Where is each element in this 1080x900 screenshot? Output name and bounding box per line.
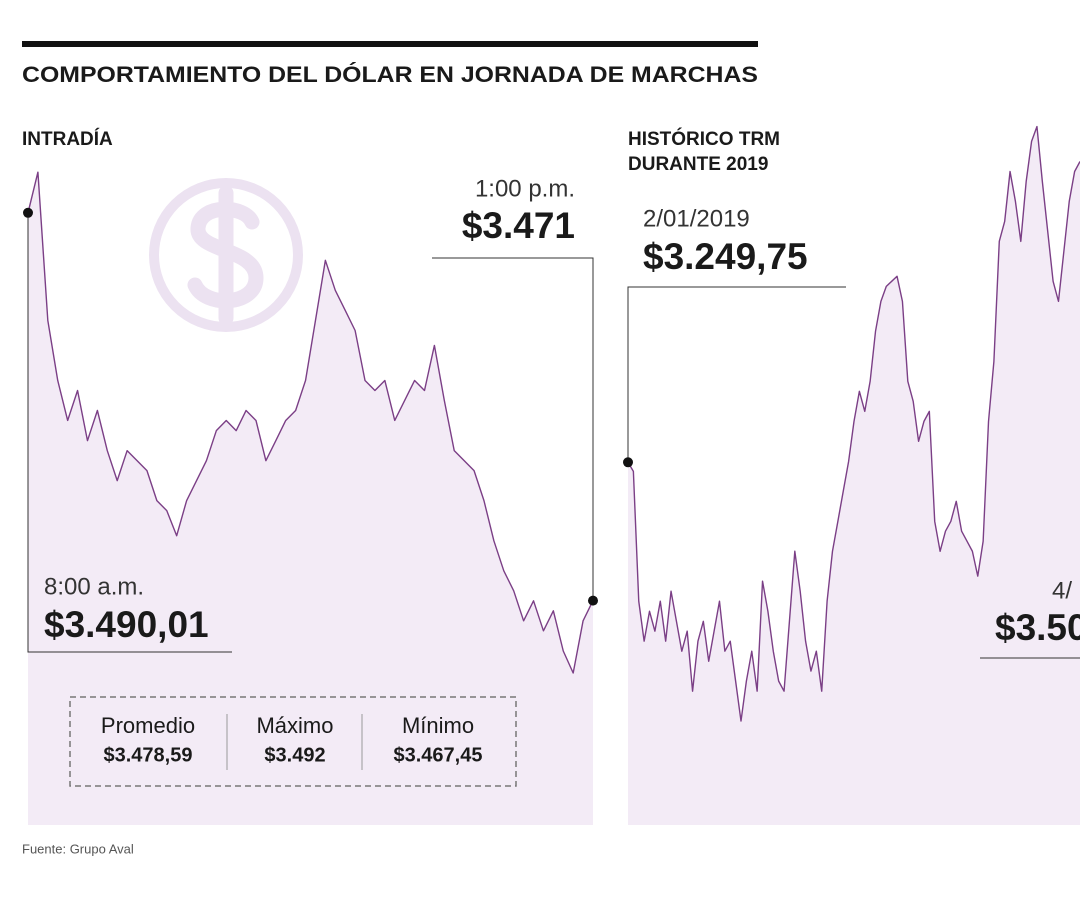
- annotation-label: 8:00 a.m.: [44, 573, 144, 600]
- source: Fuente: Grupo Aval: [22, 841, 134, 856]
- stat-value: $3.492: [264, 744, 325, 766]
- annotation-value: $3.471: [462, 205, 575, 246]
- dollar-icon: [149, 178, 303, 332]
- icon-dollar: [187, 185, 264, 326]
- chart-title: INTRADÍA: [22, 128, 113, 150]
- icon-ring: [149, 178, 303, 332]
- title-rule: [22, 41, 758, 47]
- stat-label: Promedio: [101, 713, 195, 738]
- area-fill: [628, 126, 1080, 826]
- annotation-value: $3.50: [995, 607, 1080, 648]
- point-marker: [588, 595, 598, 606]
- title: COMPORTAMIENTO DEL DÓLAR EN JORNADA DE M…: [22, 62, 758, 87]
- leader-line: [627, 286, 846, 463]
- price-line: [27, 171, 594, 674]
- annotation-label: 2/01/2019: [643, 205, 750, 232]
- stat-label: Máximo: [256, 713, 333, 738]
- chart-title: DURANTE 2019: [628, 154, 768, 175]
- stat-label: Mínimo: [402, 713, 474, 738]
- point-marker: [23, 207, 33, 218]
- chart-title: HISTÓRICO TRM: [628, 128, 780, 150]
- stat-value: $3.478,59: [104, 744, 193, 766]
- stat-value: $3.467,45: [394, 744, 483, 766]
- annotation-label: 4/: [1052, 577, 1072, 604]
- point-marker: [623, 457, 633, 468]
- leader-line: [27, 212, 232, 653]
- price-line: [627, 125, 1080, 722]
- charts: INTRADÍA 8:00 a.m. $3.490,01 1:00 p.m. $3.47…: [22, 125, 1080, 826]
- stats-border: [69, 696, 517, 787]
- annotation-label: 1:00 p.m.: [475, 175, 575, 202]
- chart: INTRADÍA 8:00 a.m. $3.490,01 1:00 p.m. $3.47…: [22, 128, 598, 825]
- annotation-value: $3.249,75: [643, 236, 808, 277]
- chart: HISTÓRICO TRM DURANTE 2019 2/01/2019 $3.249…: [623, 125, 1080, 826]
- annotation-value: $3.490,01: [44, 604, 209, 645]
- area-fill: [28, 172, 593, 825]
- stats-box: Promedio $3.478,59 Máximo $3.492 Mínimo …: [69, 696, 517, 787]
- leader-line: [432, 257, 594, 601]
